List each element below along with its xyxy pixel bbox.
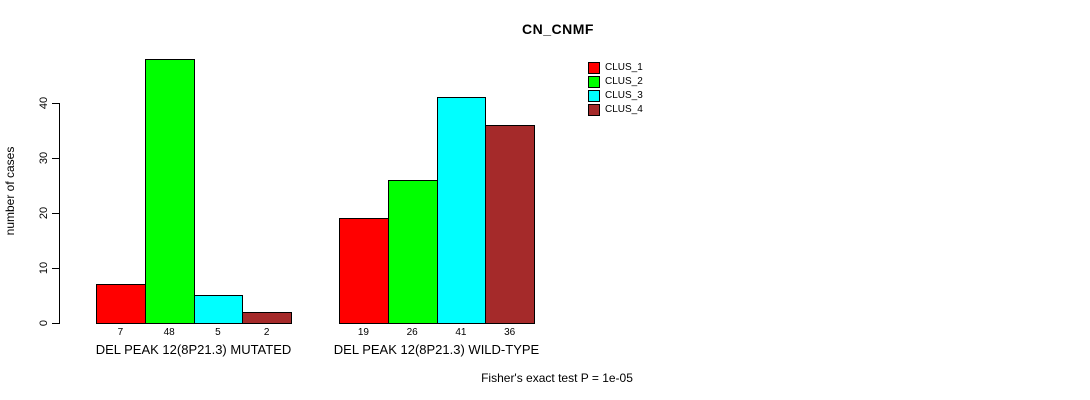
legend: CLUS_1 CLUS_2 CLUS_3 CLUS_4 xyxy=(588,62,643,118)
legend-color-swatch xyxy=(588,90,600,102)
legend-item: CLUS_3 xyxy=(588,90,643,102)
legend-item-label: CLUS_3 xyxy=(605,90,643,101)
y-axis-line xyxy=(59,103,60,324)
bar-value-label: 41 xyxy=(455,327,467,338)
y-tick-mark xyxy=(52,158,59,159)
group-label: DEL PEAK 12(8P21.3) MUTATED xyxy=(95,342,292,357)
y-tick-label: 0 xyxy=(38,319,50,327)
bar-clus-3-group2 xyxy=(436,97,487,324)
legend-item: CLUS_1 xyxy=(588,62,643,74)
y-tick-mark xyxy=(52,268,59,269)
y-tick-label: 10 xyxy=(38,261,50,275)
bar-clus-2-group1 xyxy=(144,59,195,324)
legend-color-swatch xyxy=(588,62,600,74)
legend-item: CLUS_4 xyxy=(588,104,643,116)
chart-title: CN_CNMF xyxy=(522,21,594,37)
y-tick-mark xyxy=(52,323,59,324)
legend-item-label: CLUS_1 xyxy=(605,62,643,73)
annotation-fishers-exact-test: Fisher's exact test P = 1e-05 xyxy=(481,371,633,385)
y-tick-mark xyxy=(52,213,59,214)
y-tick-mark xyxy=(52,103,59,104)
bar-clus-4-group2 xyxy=(485,125,535,324)
bar-clus-3-group1 xyxy=(193,295,244,324)
bar-clus-1-group1 xyxy=(96,284,146,324)
bar-value-label: 26 xyxy=(406,327,418,338)
bar-clus-4-group1 xyxy=(242,312,292,324)
legend-color-swatch xyxy=(588,104,600,116)
bar-value-label: 2 xyxy=(263,327,270,338)
bar-value-label: 36 xyxy=(504,327,516,338)
y-tick-label: 30 xyxy=(38,151,50,165)
legend-item: CLUS_2 xyxy=(588,76,643,88)
bar-clus-1-group2 xyxy=(339,218,389,324)
bar-value-label: 19 xyxy=(357,327,369,338)
bar-value-label: 7 xyxy=(117,327,124,338)
bar-value-label: 48 xyxy=(163,327,175,338)
y-axis-label: number of cases xyxy=(3,146,17,236)
legend-item-label: CLUS_4 xyxy=(605,104,643,115)
group-label: DEL PEAK 12(8P21.3) WILD-TYPE xyxy=(333,342,540,357)
y-tick-label: 40 xyxy=(38,96,50,110)
legend-item-label: CLUS_2 xyxy=(605,76,643,87)
bar-clus-2-group2 xyxy=(387,180,438,324)
bar-value-label: 5 xyxy=(215,327,221,338)
legend-color-swatch xyxy=(588,76,600,88)
y-tick-label: 20 xyxy=(38,206,50,220)
